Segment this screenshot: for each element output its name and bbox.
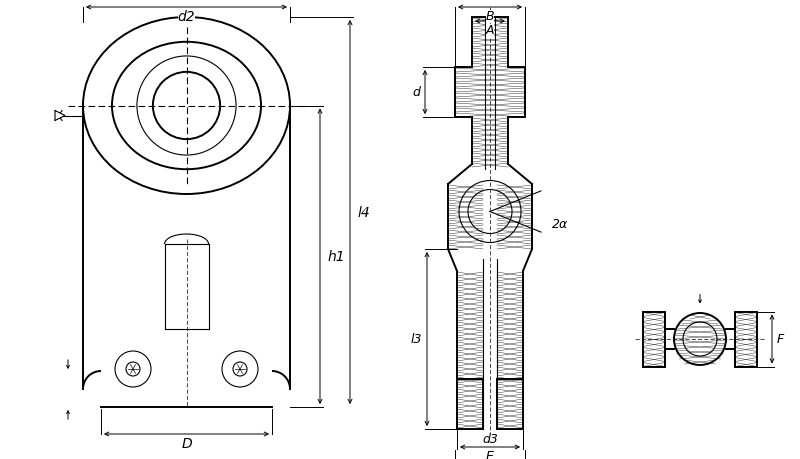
Text: D: D — [181, 436, 192, 450]
Text: l4: l4 — [358, 206, 370, 219]
Text: d: d — [412, 86, 420, 99]
Text: d3: d3 — [482, 432, 498, 446]
Polygon shape — [55, 111, 65, 121]
Text: d2: d2 — [178, 10, 195, 24]
Text: 2α: 2α — [552, 218, 568, 230]
Text: h1: h1 — [328, 250, 346, 263]
Text: A: A — [486, 24, 494, 38]
Text: E: E — [486, 449, 494, 459]
Text: B: B — [486, 11, 494, 23]
Text: F: F — [777, 333, 784, 346]
Text: l3: l3 — [410, 333, 422, 346]
